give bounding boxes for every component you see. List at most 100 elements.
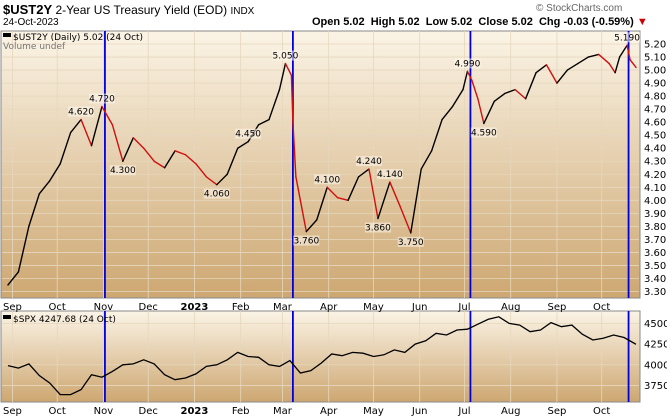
spx-panel-label: $SPX 4247.68 (24 Oct) <box>13 315 116 325</box>
main-y-tick-label: 4.50 <box>644 131 666 142</box>
yield-segment <box>535 64 548 74</box>
ticker-symbol: $UST2Y <box>3 2 53 17</box>
point-label: 3.760 <box>293 237 319 247</box>
yield-segment <box>410 168 422 234</box>
yield-segment <box>451 88 464 108</box>
main-y-tick-label: 4.30 <box>644 157 666 168</box>
yield-segment <box>143 147 155 162</box>
main-panel-label: $UST2Y (Daily) 5.02 (24 Oct) <box>13 33 143 43</box>
yield-segment <box>629 58 637 69</box>
chg-label: Chg <box>538 16 561 28</box>
spx-x-tick-label: Apr <box>320 406 338 417</box>
main-x-tick-label: Jun <box>411 302 428 313</box>
spx-legend-swatch <box>3 315 11 319</box>
yield-segment <box>420 150 433 170</box>
point-label-bg <box>397 236 424 247</box>
yield-segment <box>357 168 370 178</box>
yield-segment <box>477 98 485 125</box>
main-y-tick-label: 3.50 <box>644 261 666 272</box>
yield-segment <box>316 186 328 221</box>
yield-segment <box>493 92 506 103</box>
exchange-label: INDX <box>230 6 255 17</box>
yield-segment <box>90 105 103 147</box>
yield-segment <box>336 197 349 202</box>
point-label: 5.190 <box>614 33 640 43</box>
point-label-bg <box>314 174 341 185</box>
point-label: 4.620 <box>68 108 94 118</box>
yield-segment <box>299 199 308 233</box>
point-label: 4.240 <box>356 157 382 167</box>
yield-segment <box>514 88 527 100</box>
yield-segment <box>49 163 61 182</box>
yield-segment <box>556 69 569 84</box>
main-y-tick-label: 5.00 <box>644 66 666 77</box>
axis-layer: 3.30 3.40 3.50 3.60 3.70 3.80 3.90 4.00 4.10 4.20… <box>3 40 667 417</box>
main-y-tick-label: 3.40 <box>644 274 666 285</box>
spx-x-tick-label: Oct <box>49 406 66 417</box>
low-value: 5.02 <box>450 16 473 28</box>
yield-segment <box>577 56 589 65</box>
yield-segment <box>471 79 479 100</box>
main-x-tick-label: May <box>363 302 384 313</box>
yield-segment <box>566 62 579 71</box>
point-label-bg <box>614 32 641 43</box>
spx-x-tick-label: Jul <box>457 406 470 417</box>
spx-x-tick-label: Sep <box>548 406 567 417</box>
yield-segment <box>614 56 621 74</box>
yield-segment <box>257 118 270 126</box>
point-label: 5.050 <box>273 52 299 62</box>
point-label: 4.100 <box>314 175 340 185</box>
main-y-tick-label: 4.60 <box>644 118 666 129</box>
point-label: 4.720 <box>89 95 115 105</box>
point-label-bg <box>109 165 136 176</box>
yield-segment <box>598 53 610 65</box>
main-plot-area <box>0 30 641 299</box>
panel-labels: $UST2Y (Daily) 5.02 (24 Oct) Volume unde… <box>3 33 143 325</box>
yield-segment <box>205 176 218 186</box>
spx-x-tick-label: Mar <box>273 406 293 417</box>
main-y-tick-label: 4.00 <box>644 196 666 207</box>
close-label: Close <box>478 16 509 28</box>
point-label: 4.140 <box>377 170 403 180</box>
yield-segment <box>111 124 124 162</box>
yield-segment <box>163 150 176 169</box>
open-label: Open <box>312 16 341 28</box>
main-x-tick-label: Jul <box>457 302 470 313</box>
yield-segment <box>504 88 516 95</box>
point-label-bg <box>376 169 403 180</box>
yield-segment <box>290 74 294 123</box>
spx-x-tick-label: 2023 <box>181 406 209 417</box>
spx-x-tick-label: Feb <box>232 406 250 417</box>
point-label-bg <box>454 58 481 69</box>
yield-segment <box>174 150 187 156</box>
spx-x-tick-label: May <box>363 406 384 417</box>
point-label: 3.860 <box>365 224 391 234</box>
yield-segment <box>226 147 239 175</box>
yield-segment <box>284 62 293 76</box>
main-y-tick-label: 3.70 <box>644 235 666 246</box>
main-x-tick-label: Feb <box>232 302 250 313</box>
point-label: 4.300 <box>110 166 136 176</box>
yield-segment <box>483 100 495 125</box>
yield-segment <box>101 105 114 126</box>
chart-title: $UST2Y 2-Year US Treasury Yield (EOD) IN… <box>3 2 254 17</box>
yield-segment <box>441 105 454 121</box>
yield-segment <box>430 118 443 152</box>
spx-x-tick-label: Nov <box>94 406 114 417</box>
point-label-bg <box>293 235 320 246</box>
point-label-bg <box>272 50 299 61</box>
yield-segment <box>368 168 379 220</box>
yield-segment <box>69 118 82 134</box>
main-x-tick-label: Apr <box>320 302 338 313</box>
spx-y-tick-label: 4500 <box>644 319 667 330</box>
point-label-bg <box>470 127 497 138</box>
yield-segment <box>462 70 469 91</box>
ohlc-row: Open 5.02 High 5.02 Low 5.02 Close 5.02 … <box>312 16 648 28</box>
main-y-tick-label: 4.40 <box>644 144 666 155</box>
high-label: High <box>370 16 396 28</box>
point-label-bg <box>235 128 262 139</box>
yield-segment <box>153 160 166 169</box>
main-y-tick-label: 4.70 <box>644 105 666 116</box>
yield-segment <box>237 141 249 149</box>
yield-segment <box>305 219 318 233</box>
